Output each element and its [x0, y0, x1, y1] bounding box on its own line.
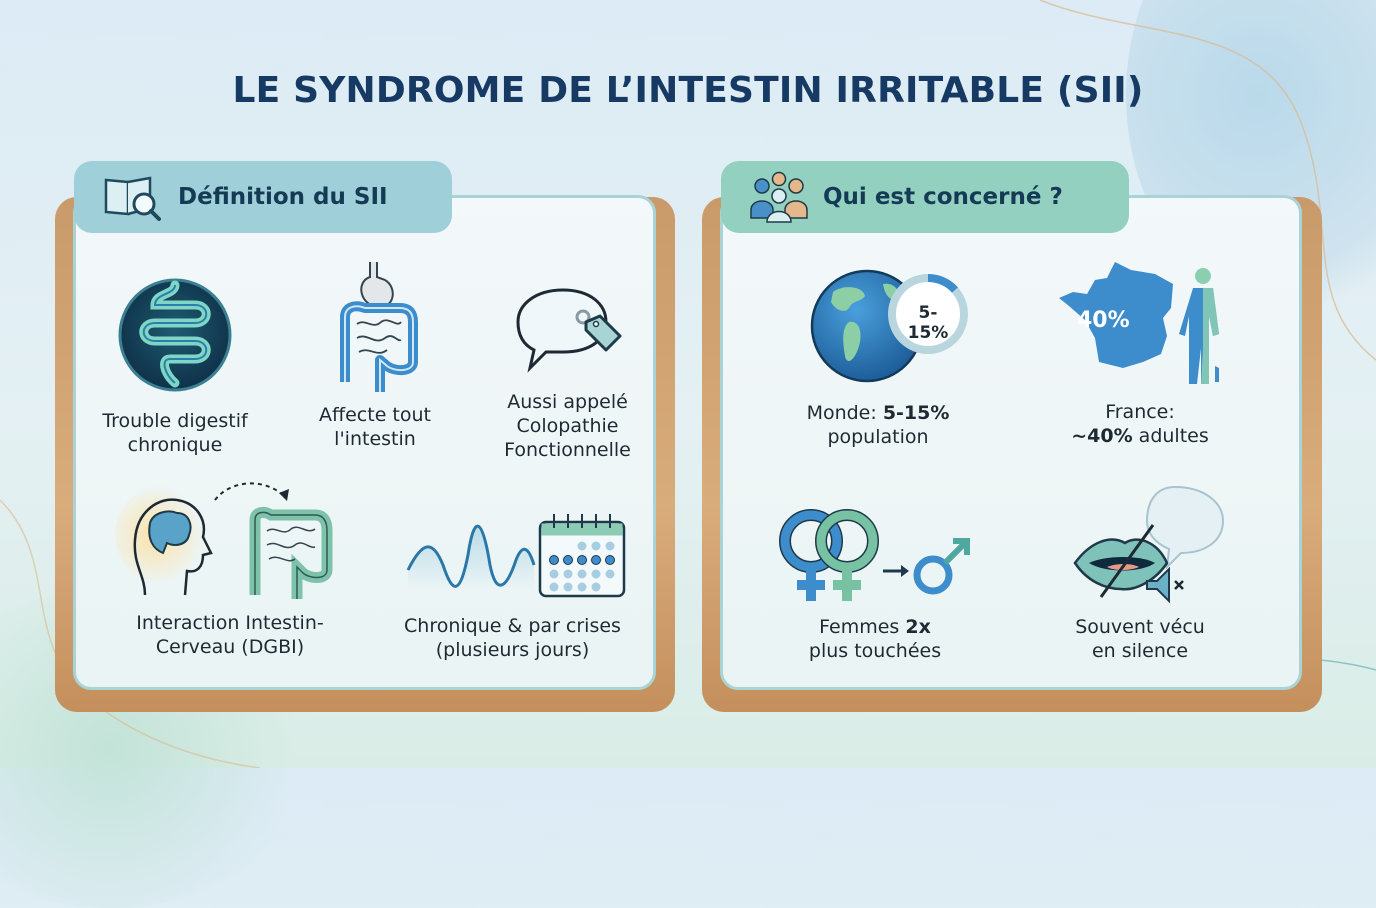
globe-percentage-icon: 5-15%	[783, 262, 973, 387]
france-badge: 40%	[1077, 308, 1130, 333]
speech-bubble-tag-icon	[508, 282, 628, 382]
item-text: Interaction Intestin- Cerveau (DGBI)	[136, 612, 324, 658]
book-magnifier-icon	[102, 172, 164, 222]
female-male-symbols-icon	[775, 505, 975, 605]
concerned-item: Souvent vécu en silence	[1040, 485, 1240, 663]
item-text: Chronique & par crises (plusieurs jours)	[404, 615, 621, 661]
concerned-header: Qui est concerné ?	[721, 161, 1129, 233]
definition-item: Interaction Intestin- Cerveau (DGBI)	[110, 475, 350, 659]
france-map-person-icon: 40%	[1055, 258, 1225, 388]
definition-card	[73, 195, 656, 690]
item-text: Trouble digestif chronique	[102, 410, 248, 456]
item-text: Affecte tout l'intestin	[319, 404, 431, 450]
concerned-item: 40% France: ~40% adultes	[1040, 258, 1240, 448]
definition-title: Définition du SII	[178, 184, 388, 210]
concerned-item: 5-15% Monde: 5-15% population	[778, 262, 978, 449]
muted-lips-icon	[1055, 485, 1225, 605]
item-text: Souvent vécu en silence	[1075, 616, 1205, 662]
concerned-title: Qui est concerné ?	[823, 184, 1063, 210]
globe-badge: 5-15%	[907, 303, 949, 343]
page-title: LE SYNDROME DE L’INTESTIN IRRITABLE (SII…	[232, 70, 1144, 111]
definition-item: Chronique & par crises (plusieurs jours)	[385, 510, 640, 662]
people-group-icon	[749, 170, 809, 224]
item-text: Aussi appelé Colopathie Fonctionnelle	[504, 391, 631, 461]
brain-gut-axis-icon	[115, 475, 345, 603]
item-text: Femmes 2x plus touchées	[808, 616, 942, 662]
item-text: France: ~40% adultes	[1071, 401, 1209, 447]
definition-item: Affecte tout l'intestin	[300, 262, 450, 451]
definition-item: Trouble digestif chronique	[85, 275, 265, 457]
wave-calendar-icon	[398, 510, 628, 600]
definition-header: Définition du SII	[74, 161, 452, 233]
concerned-item: Femmes 2x plus touchées	[775, 505, 975, 663]
intestine-circle-icon	[115, 275, 235, 395]
item-text: Monde: 5-15% population	[806, 402, 950, 448]
digestive-system-icon	[325, 262, 425, 397]
definition-item: Aussi appelé Colopathie Fonctionnelle	[480, 282, 655, 462]
